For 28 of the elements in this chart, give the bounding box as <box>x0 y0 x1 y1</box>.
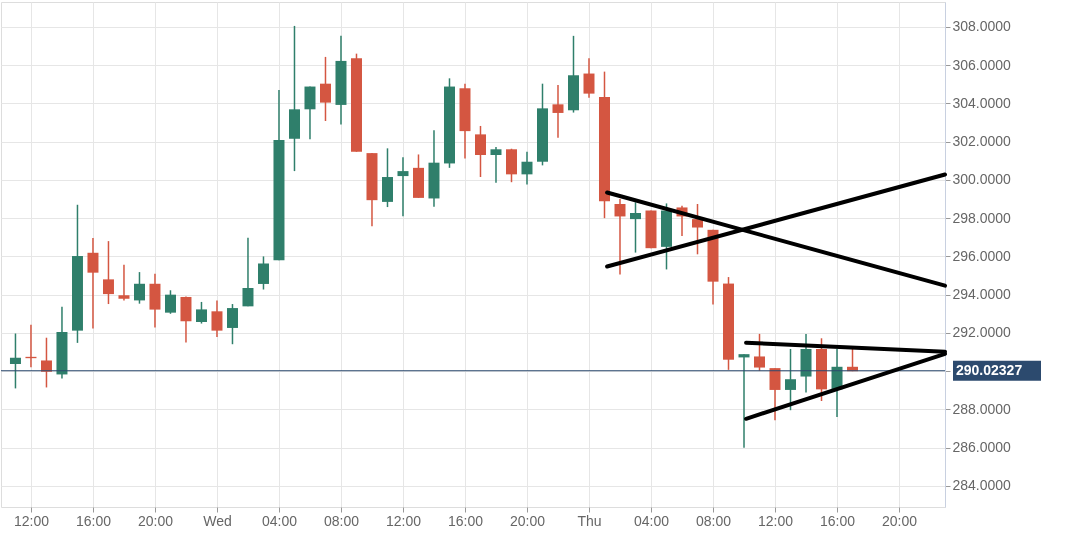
x-tick-label: Wed <box>203 512 232 529</box>
x-tick-label: 04:00 <box>261 512 298 529</box>
x-tick-label: 16:00 <box>447 512 484 529</box>
x-tick-label: 08:00 <box>695 512 732 529</box>
y-tick-label: 294.0000 <box>952 286 1012 303</box>
x-tick-label: 12:00 <box>757 512 794 529</box>
y-tick-label: 302.0000 <box>952 133 1012 150</box>
x-tick-label: 12:00 <box>385 512 422 529</box>
x-tick-label: 04:00 <box>633 512 670 529</box>
y-tick-label: 286.0000 <box>952 439 1012 456</box>
x-tick-label: 16:00 <box>819 512 856 529</box>
x-tick-label: 20:00 <box>509 512 546 529</box>
x-tick-label: Thu <box>577 512 602 529</box>
x-tick-label: 16:00 <box>75 512 112 529</box>
y-tick-label: 296.0000 <box>952 247 1012 264</box>
y-tick-label: 284.0000 <box>952 477 1012 494</box>
x-tick-label: 12:00 <box>13 512 50 529</box>
x-tick-label: 20:00 <box>881 512 918 529</box>
y-tick-label: 292.0000 <box>952 324 1012 341</box>
ref-line-label: 290.02327 <box>956 361 1023 378</box>
y-tick-label: 298.0000 <box>952 209 1012 226</box>
y-tick-label: 288.0000 <box>952 400 1012 417</box>
y-tick-label: 300.0000 <box>952 171 1012 188</box>
y-tick-label: 308.0000 <box>952 18 1012 35</box>
x-tick-label: 20:00 <box>137 512 174 529</box>
x-tick-label: 08:00 <box>323 512 360 529</box>
y-tick-label: 306.0000 <box>952 56 1012 73</box>
y-tick-label: 304.0000 <box>952 94 1012 111</box>
